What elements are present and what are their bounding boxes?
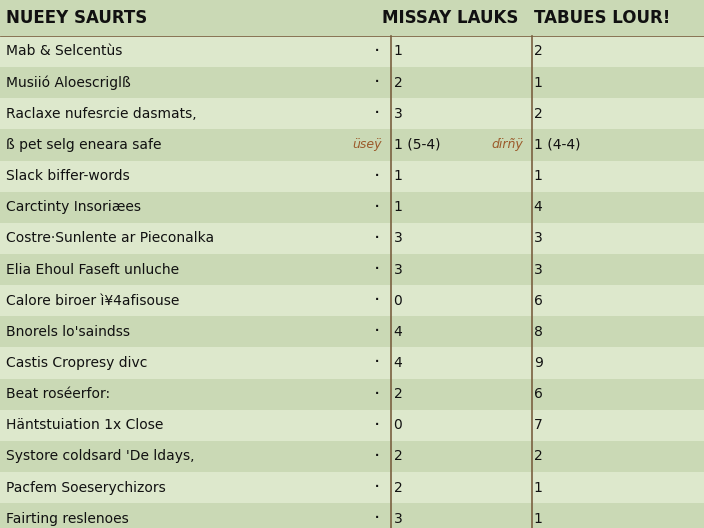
Bar [0,161,704,192]
Text: 6: 6 [534,294,543,308]
Text: 3: 3 [394,512,402,526]
Bar [0,36,704,67]
Text: MISSAY LAUKS: MISSAY LAUKS [382,9,519,27]
Text: Raclaxe nufesrcie dasmats,: Raclaxe nufesrcie dasmats, [6,107,196,121]
Bar [0,254,704,285]
Text: Beat roséerfor:: Beat roséerfor: [6,387,110,401]
Text: ·: · [374,42,379,61]
Bar [0,410,704,441]
Text: Mab & Selcentùs: Mab & Selcentùs [6,44,122,59]
Bar [0,441,704,472]
Text: 4: 4 [534,200,542,214]
Bar [0,316,704,347]
Text: ·: · [374,416,379,435]
Bar [0,192,704,223]
Text: 6: 6 [534,387,543,401]
Text: ·: · [374,73,379,92]
Text: ·: · [374,105,379,123]
Text: 2: 2 [394,480,402,495]
Text: 2: 2 [394,76,402,90]
Bar [0,347,704,379]
Text: 1: 1 [534,512,543,526]
Text: 0: 0 [394,294,402,308]
Text: 1: 1 [534,480,543,495]
Text: 2: 2 [534,107,542,121]
Text: NUEEY SAURTS: NUEEY SAURTS [6,9,147,27]
Text: Pacfem Soeserychizors: Pacfem Soeserychizors [6,480,165,495]
Text: 7: 7 [534,418,542,432]
Text: 3: 3 [394,107,402,121]
Text: ·: · [374,385,379,403]
Text: 1: 1 [534,76,543,90]
Text: 8: 8 [534,325,543,339]
Text: 2: 2 [394,449,402,464]
Text: 2: 2 [534,44,542,59]
Bar [0,223,704,254]
Text: 3: 3 [534,262,542,277]
Text: Häntstuiation 1x Close: Häntstuiation 1x Close [6,418,163,432]
Text: ·: · [374,291,379,310]
Text: Slack biffer-words: Slack biffer-words [6,169,130,183]
Text: Castis Cropresy divc: Castis Cropresy divc [6,356,147,370]
Text: TABUES LOUR!: TABUES LOUR! [534,9,670,27]
Text: 4: 4 [394,325,402,339]
Bar [0,0,704,36]
Text: ß pet selg eneara safe: ß pet selg eneara safe [6,138,161,152]
Text: ·: · [374,229,379,248]
Text: 2: 2 [394,387,402,401]
Text: Carctinty Insoriæes: Carctinty Insoriæes [6,200,141,214]
Text: 1: 1 [394,169,403,183]
Text: ·: · [374,354,379,372]
Text: 4: 4 [394,356,402,370]
Text: 1: 1 [394,44,403,59]
Text: ·: · [374,198,379,216]
Text: 3: 3 [394,262,402,277]
Text: 9: 9 [534,356,543,370]
Text: ·: · [374,260,379,279]
Text: 3: 3 [534,231,542,246]
Bar [0,98,704,129]
Text: 1: 1 [534,169,543,183]
Text: Costre·Sunlente ar Pieconalka: Costre·Sunlente ar Pieconalka [6,231,214,246]
Text: dïrñÿ: dïrñÿ [491,138,523,152]
Text: ·: · [374,447,379,466]
Text: 0: 0 [394,418,402,432]
Bar [0,503,704,528]
Text: ·: · [374,167,379,185]
Text: Bnorels lo'saindss: Bnorels lo'saindss [6,325,130,339]
Text: 1: 1 [394,200,403,214]
Text: 1 (5-4): 1 (5-4) [394,138,440,152]
Text: ·: · [374,478,379,497]
Bar [0,129,704,161]
Text: üseÿ: üseÿ [353,138,382,152]
Bar [0,379,704,410]
Text: Musiió Aloescriglß: Musiió Aloescriglß [6,76,130,90]
Text: 2: 2 [534,449,542,464]
Bar [0,472,704,503]
Bar [0,285,704,316]
Text: Fairting reslenoes: Fairting reslenoes [6,512,128,526]
Text: 1 (4-4): 1 (4-4) [534,138,580,152]
Text: 3: 3 [394,231,402,246]
Bar [0,67,704,98]
Text: ·: · [374,323,379,341]
Text: Calore biroer ì¥4afisouse: Calore biroer ì¥4afisouse [6,294,179,308]
Text: Elia Ehoul Faseft unluche: Elia Ehoul Faseft unluche [6,262,179,277]
Text: ·: · [374,510,379,528]
Text: Systore coldsard 'De ldays,: Systore coldsard 'De ldays, [6,449,194,464]
